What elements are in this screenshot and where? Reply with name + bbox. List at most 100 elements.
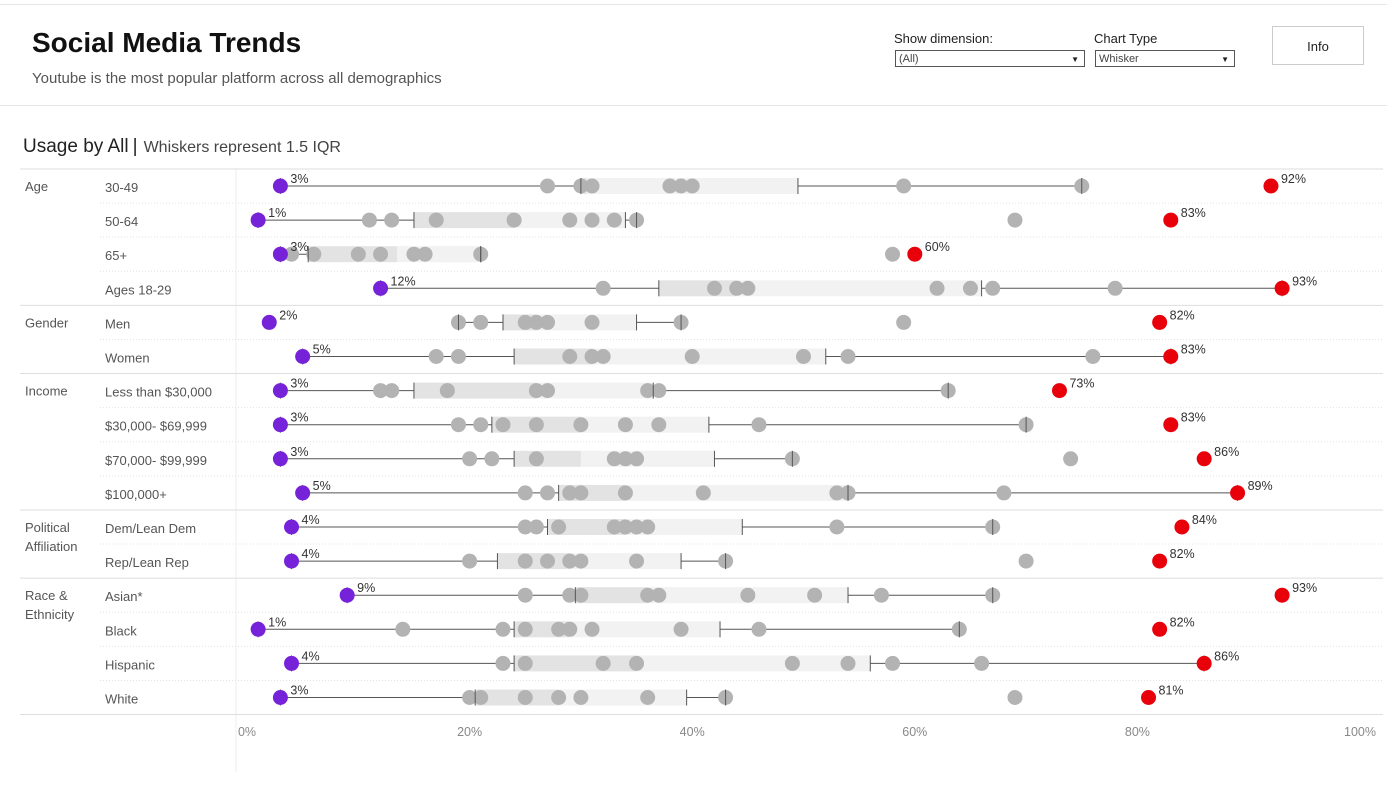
group-label: Income	[25, 384, 68, 399]
group-label: Political Affiliation	[25, 520, 78, 554]
x-tick-label: 80%	[1125, 725, 1150, 739]
data-point	[517, 314, 533, 330]
chart-type-select[interactable]: Whisker ▼	[1095, 50, 1235, 67]
row-label: Asian*	[105, 589, 143, 604]
data-point	[629, 519, 645, 535]
max-value-label: 82%	[1170, 547, 1195, 561]
data-point	[562, 621, 578, 637]
data-point	[1007, 690, 1023, 705]
data-point	[528, 314, 544, 330]
min-point	[261, 314, 277, 330]
data-point	[384, 212, 400, 228]
data-point	[473, 690, 489, 705]
x-tick-label: 20%	[457, 725, 482, 739]
min-value-label: 3%	[290, 377, 308, 391]
max-point	[1263, 178, 1279, 194]
data-point	[517, 485, 533, 501]
group-label: Gender	[25, 315, 69, 330]
data-point	[629, 451, 645, 467]
data-point	[784, 655, 800, 671]
max-point	[1174, 519, 1190, 535]
section-title-text: Usage by All	[23, 136, 129, 157]
page-subtitle: Youtube is the most popular platform acr…	[32, 70, 442, 87]
data-point	[517, 655, 533, 671]
box-upper	[536, 382, 654, 399]
data-point	[1085, 349, 1101, 364]
data-point	[829, 485, 845, 501]
data-point	[673, 621, 689, 637]
min-point	[250, 212, 266, 228]
max-value-label: 92%	[1281, 172, 1306, 186]
data-point	[595, 655, 611, 671]
data-point	[662, 178, 678, 194]
data-point	[551, 519, 567, 535]
dimension-select[interactable]: (All) ▼	[895, 50, 1085, 67]
data-point	[885, 246, 901, 262]
data-point	[896, 178, 912, 194]
data-point	[1107, 280, 1123, 296]
data-point	[562, 587, 578, 603]
box-upper	[625, 519, 743, 535]
min-value-label: 3%	[290, 411, 308, 425]
info-button[interactable]: Info	[1272, 26, 1364, 65]
data-point	[517, 587, 533, 603]
box-lower	[547, 519, 626, 535]
max-value-label: 93%	[1292, 274, 1317, 288]
data-point	[506, 212, 522, 228]
data-point	[1007, 212, 1023, 228]
data-point	[573, 417, 589, 433]
data-point	[528, 383, 544, 399]
min-value-label: 3%	[290, 684, 308, 698]
min-value-label: 4%	[302, 649, 320, 663]
data-point	[428, 212, 444, 228]
data-point	[384, 383, 400, 399]
data-point	[829, 519, 845, 535]
data-point	[617, 451, 633, 467]
data-point	[540, 383, 556, 399]
data-point	[462, 553, 478, 569]
data-point	[562, 349, 578, 364]
min-point	[295, 485, 311, 501]
min-value-label: 5%	[313, 479, 331, 493]
max-value-label: 81%	[1159, 684, 1184, 698]
group-label: Age	[25, 179, 48, 194]
x-tick-label: 100%	[1344, 725, 1376, 739]
min-point	[373, 280, 389, 296]
data-point	[740, 280, 756, 296]
data-point	[417, 246, 433, 262]
max-point	[1196, 451, 1212, 467]
max-value-label: 84%	[1192, 513, 1217, 527]
data-point	[573, 485, 589, 501]
min-point	[272, 690, 288, 705]
data-point	[573, 553, 589, 569]
row-label: 30-49	[105, 180, 138, 195]
max-value-label: 86%	[1214, 649, 1239, 663]
min-point	[272, 451, 288, 467]
box-upper	[580, 450, 715, 467]
data-point	[395, 621, 411, 637]
box-upper	[736, 280, 982, 297]
data-point	[640, 383, 656, 399]
data-point	[584, 212, 600, 228]
max-point	[1163, 349, 1179, 364]
data-point	[751, 417, 767, 433]
data-point	[896, 314, 912, 330]
row-label: Black	[105, 623, 137, 638]
data-point	[528, 417, 544, 433]
min-point	[284, 553, 300, 569]
data-point	[462, 690, 478, 705]
data-point	[517, 621, 533, 637]
min-value-label: 9%	[357, 581, 375, 595]
data-point	[885, 655, 901, 671]
data-point	[595, 349, 611, 364]
row-label: Less than $30,000	[105, 385, 212, 400]
max-point	[1051, 383, 1067, 399]
box-upper	[580, 416, 709, 433]
box-upper	[569, 553, 682, 570]
data-point	[584, 621, 600, 637]
data-point	[584, 178, 600, 194]
box-upper	[625, 484, 849, 501]
data-point	[651, 417, 667, 433]
min-value-label: 1%	[268, 615, 286, 629]
data-point	[350, 246, 366, 262]
